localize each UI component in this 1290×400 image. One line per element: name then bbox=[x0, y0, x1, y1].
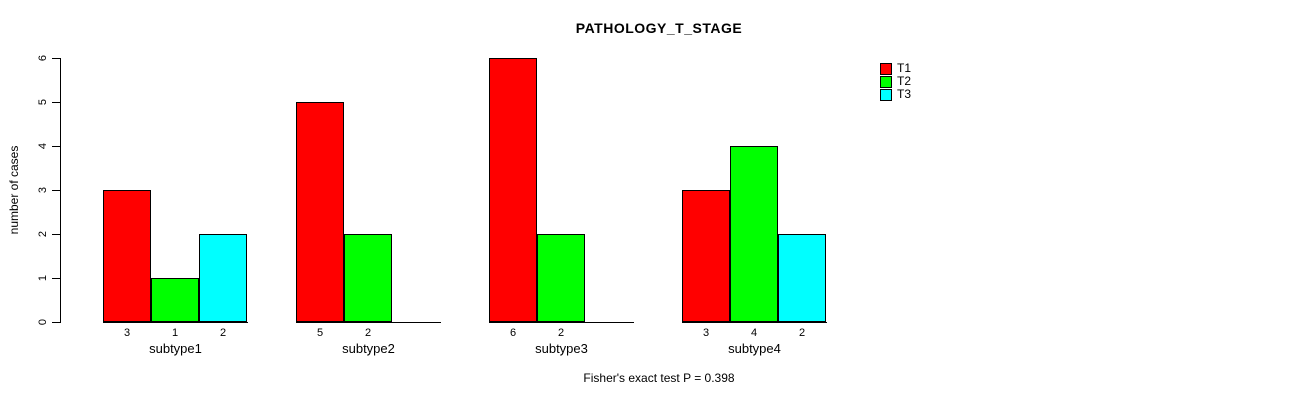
y-axis-tick-label: 4 bbox=[37, 142, 49, 150]
legend-item-label: T3 bbox=[897, 87, 912, 101]
legend: T1 T2 T3 bbox=[880, 61, 912, 101]
y-axis-tick bbox=[52, 102, 60, 103]
y-axis-tick-label: 6 bbox=[37, 54, 49, 62]
y-axis-tick-label: 2 bbox=[37, 230, 49, 238]
category-label-subtype2: subtype2 bbox=[342, 341, 395, 356]
legend-swatch-t2 bbox=[880, 75, 892, 88]
y-axis-tick bbox=[52, 58, 60, 59]
y-axis-tick-label: 1 bbox=[37, 274, 49, 282]
bar-value-label: 2 bbox=[364, 327, 372, 339]
bar-value-label: 2 bbox=[219, 327, 227, 339]
legend-item-label: T1 bbox=[897, 61, 912, 75]
bar-t2-subtype4 bbox=[730, 146, 778, 322]
group-baseline bbox=[489, 322, 634, 323]
category-label-subtype4: subtype4 bbox=[728, 341, 781, 356]
y-axis-tick-label: 0 bbox=[37, 318, 49, 326]
chart-title: PATHOLOGY_T_STAGE bbox=[575, 20, 743, 36]
bar-t3-subtype4 bbox=[778, 234, 826, 322]
category-label-subtype3: subtype3 bbox=[535, 341, 588, 356]
bar-t1-subtype4 bbox=[682, 190, 730, 322]
y-axis-tick-label: 5 bbox=[37, 98, 49, 106]
bar-value-label: 2 bbox=[557, 327, 565, 339]
bar-value-label: 4 bbox=[750, 327, 758, 339]
legend-swatch-t1 bbox=[880, 62, 892, 75]
bar-value-label: 1 bbox=[171, 327, 179, 339]
legend-item-t2: T2 bbox=[880, 74, 912, 88]
bar-t3-subtype1 bbox=[199, 234, 247, 322]
bar-value-label: 5 bbox=[316, 327, 324, 339]
bar-t1-subtype3 bbox=[489, 58, 537, 322]
legend-item-t3: T3 bbox=[880, 87, 912, 101]
bar-t1-subtype2 bbox=[296, 102, 344, 322]
group-baseline bbox=[103, 322, 248, 323]
y-axis-tick bbox=[52, 234, 60, 235]
y-axis-tick bbox=[52, 322, 60, 323]
y-axis-tick bbox=[52, 146, 60, 147]
y-axis-tick-label: 3 bbox=[37, 186, 49, 194]
y-axis-line bbox=[60, 58, 61, 323]
y-axis-label: number of cases bbox=[7, 145, 21, 235]
group-baseline bbox=[682, 322, 827, 323]
y-axis-tick bbox=[52, 190, 60, 191]
legend-item-label: T2 bbox=[897, 74, 912, 88]
legend-item-t1: T1 bbox=[880, 61, 912, 75]
bar-value-label: 3 bbox=[123, 327, 131, 339]
stat-annotation: Fisher's exact test P = 0.398 bbox=[583, 371, 735, 385]
bar-t2-subtype2 bbox=[344, 234, 392, 322]
legend-swatch-t3 bbox=[880, 88, 892, 101]
bar-t1-subtype1 bbox=[103, 190, 151, 322]
bar-value-label: 3 bbox=[702, 327, 710, 339]
category-label-subtype1: subtype1 bbox=[149, 341, 202, 356]
bar-t2-subtype3 bbox=[537, 234, 585, 322]
bar-t2-subtype1 bbox=[151, 278, 199, 322]
bar-value-label: 2 bbox=[798, 327, 806, 339]
bar-value-label: 6 bbox=[509, 327, 517, 339]
group-baseline bbox=[296, 322, 441, 323]
y-axis-tick bbox=[52, 278, 60, 279]
